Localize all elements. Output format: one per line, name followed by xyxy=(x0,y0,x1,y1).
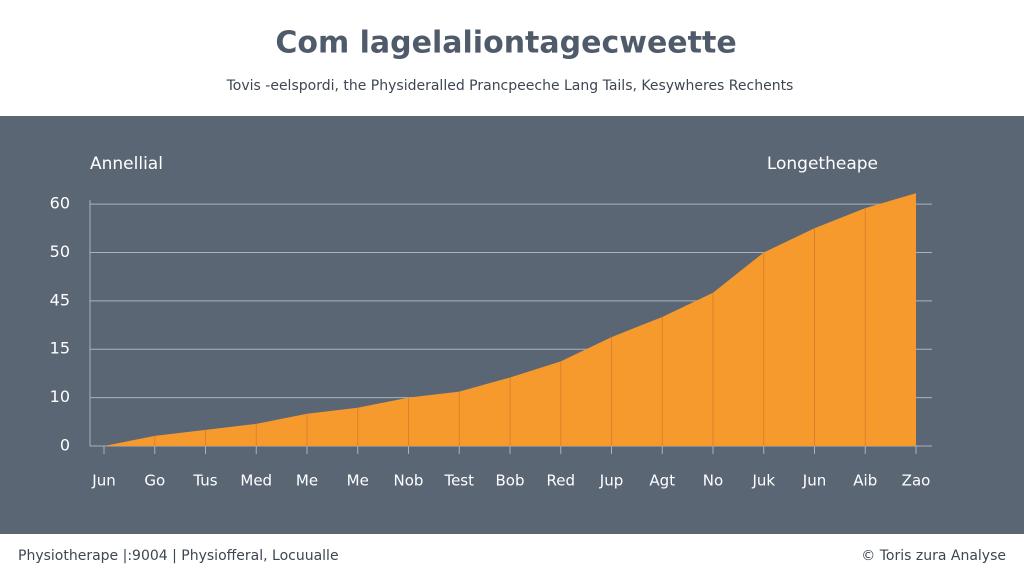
footer-left: Physiotherape |:9004 | Physiofferal, Loc… xyxy=(18,548,339,564)
x-tick-label: No xyxy=(703,472,723,490)
x-tick-label: Agt xyxy=(649,472,675,490)
y-tick-label: 50 xyxy=(50,242,70,261)
x-tick-label: Me xyxy=(296,472,318,490)
x-tick-label: Med xyxy=(240,472,272,490)
annotation: Longetheape xyxy=(767,154,878,174)
x-tick-label: Bob xyxy=(496,472,525,490)
x-tick-label: Jun xyxy=(802,472,826,490)
footer-right: © Toris zura Analyse xyxy=(861,548,1006,564)
x-tick-label: Red xyxy=(547,472,576,490)
x-tick-label: Zao xyxy=(902,472,931,490)
y-tick-label: 0 xyxy=(60,436,70,455)
x-tick-label: Me xyxy=(347,472,369,490)
x-tick-label: Go xyxy=(144,472,165,490)
x-tick-label: Jun xyxy=(91,472,115,490)
header-bg xyxy=(0,0,1024,116)
x-tick-label: Jup xyxy=(599,472,623,490)
x-tick-label: Juk xyxy=(751,472,775,490)
y-tick-label: 15 xyxy=(50,339,70,358)
x-tick-label: Test xyxy=(443,472,474,490)
footer-bg xyxy=(0,534,1024,576)
y-tick-label: 10 xyxy=(50,387,70,406)
x-tick-label: Tus xyxy=(192,472,217,490)
y-label: Annellial xyxy=(90,154,163,174)
y-tick-label: 60 xyxy=(50,194,70,213)
title: Com lagelaliontagecweette xyxy=(275,26,736,61)
subtitle: Tovis -eelspordi, the Physideralled Pran… xyxy=(226,78,794,94)
y-tick-label: 45 xyxy=(50,290,70,309)
x-tick-label: Nob xyxy=(394,472,424,490)
x-tick-label: Aib xyxy=(853,472,877,490)
